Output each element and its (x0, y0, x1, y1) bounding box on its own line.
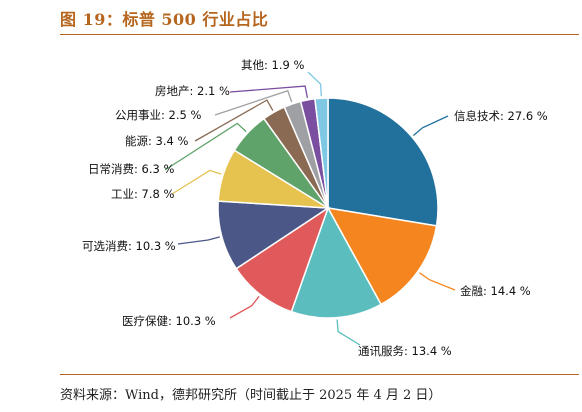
pie-slice (314, 97, 329, 209)
leader-line (194, 99, 274, 142)
pie-slice (217, 200, 331, 270)
leader-lines (164, 71, 456, 346)
leader-line (229, 295, 260, 319)
slice-label: 公用事业: 2.5 % (115, 108, 201, 122)
source-note: 资料来源：Wind，德邦研究所（时间截止于 2025 年 4 月 2 日） (60, 388, 442, 403)
slice-label: 通讯服务: 13.4 % (358, 344, 452, 358)
slice-label: 房地产: 2.1 % (155, 84, 230, 98)
figure-title: 图 19：标普 500 行业占比 (60, 10, 269, 29)
leader-line (164, 122, 247, 171)
leader-line (419, 272, 456, 291)
slice-label: 日常消费: 6.3 % (88, 162, 174, 176)
leader-line (177, 236, 220, 245)
source-divider (60, 374, 579, 375)
slice-label: 金融: 14.4 % (460, 284, 531, 298)
pie-slice (290, 206, 383, 319)
pie-slice (235, 206, 330, 313)
slice-label: 其他: 1.9 % (241, 58, 304, 72)
pie-slices (217, 97, 439, 319)
slice-label: 信息技术: 27.6 % (454, 109, 548, 123)
leader-line (171, 169, 222, 195)
slice-label: 可选消费: 10.3 % (82, 239, 176, 253)
title-divider (60, 34, 579, 35)
slice-label: 工业: 7.8 % (111, 187, 174, 201)
leader-line (307, 71, 322, 97)
pie-slice (326, 207, 438, 306)
leader-line (336, 319, 361, 346)
slice-label: 医疗保健: 10.3 % (122, 314, 216, 328)
slice-label: 能源: 3.4 % (125, 134, 188, 148)
leader-line (214, 89, 293, 116)
slice-labels: 信息技术: 27.6 % 金融: 14.4 % 通讯服务: 13.4 % 医疗保健: … (82, 58, 548, 358)
leader-line (412, 115, 449, 136)
leader-line (229, 85, 309, 99)
pie-slice (327, 97, 439, 227)
